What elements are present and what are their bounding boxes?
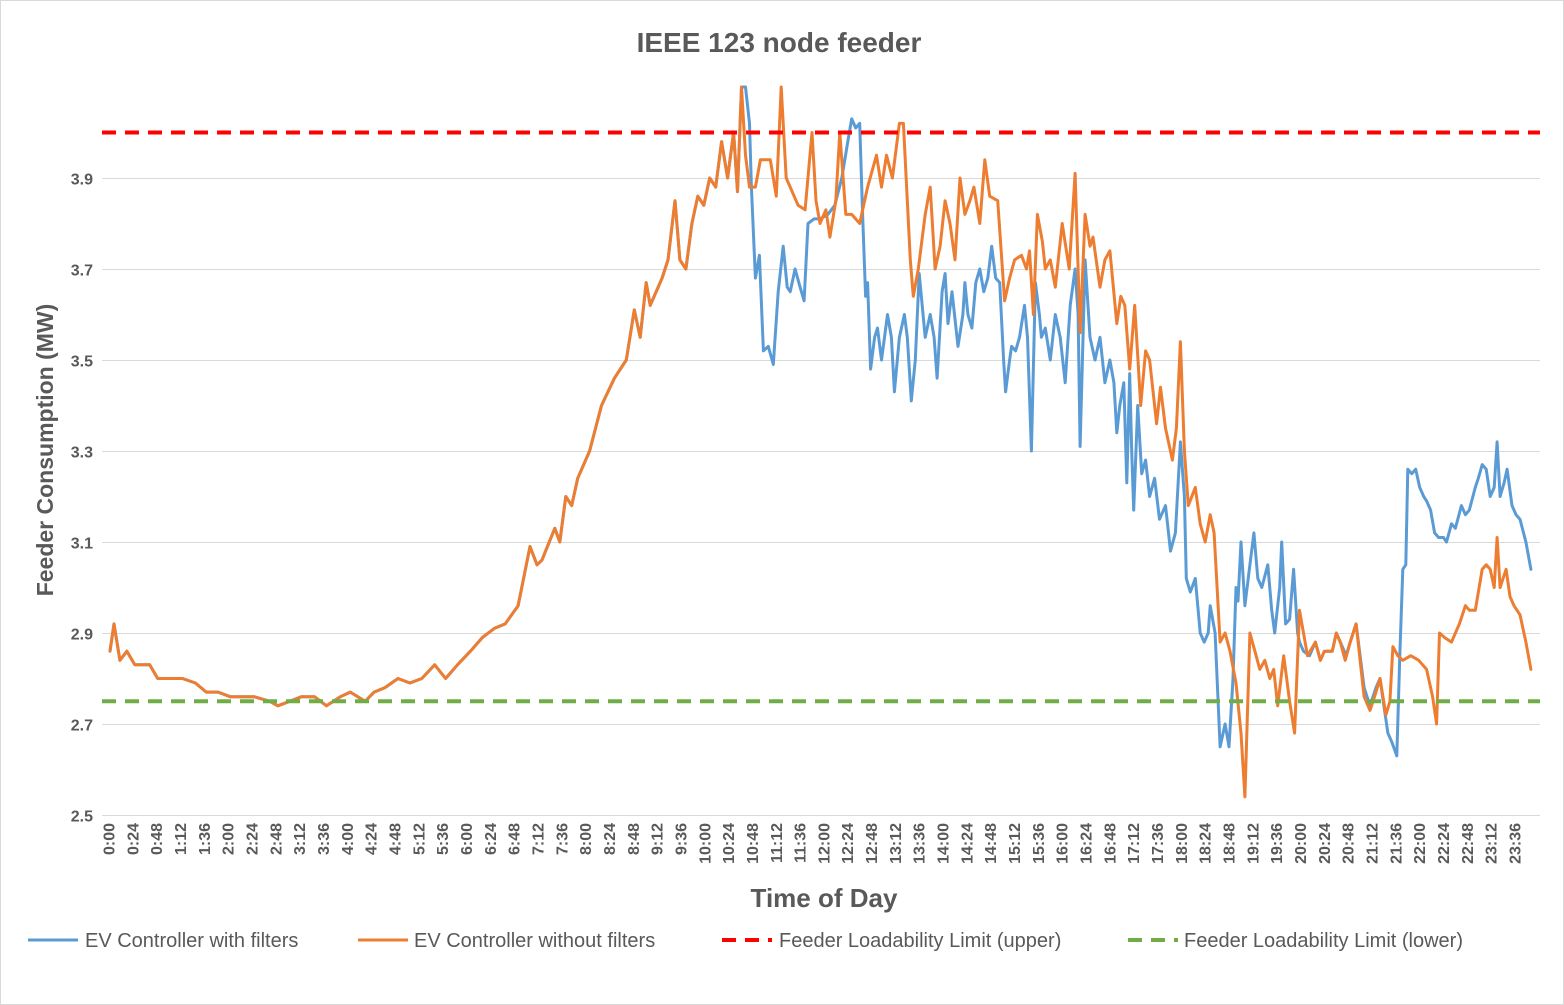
x-tick-label: 22:00 (1412, 823, 1429, 864)
x-tick-label: 8:00 (578, 823, 595, 855)
x-tick-label: 1:36 (197, 823, 214, 855)
plot-series (102, 85, 1540, 799)
x-tick-label: 21:36 (1388, 823, 1405, 864)
y-tick-label: 3.7 (71, 263, 93, 280)
x-tick-label: 9:36 (673, 823, 690, 855)
x-tick-label: 0:48 (149, 823, 166, 855)
legend-item-feeder-loadability-limit-lower: Feeder Loadability Limit (lower) (1128, 930, 1463, 952)
legend-item-ev-controller-with-filters: EV Controller with filters (28, 930, 298, 952)
x-tick-label: 14:00 (936, 823, 953, 864)
series-line-ev-controller-without-filters (108, 85, 1533, 799)
x-tick-label: 5:12 (411, 823, 428, 855)
x-tick-label: 4:00 (340, 823, 357, 855)
x-tick-label: 20:48 (1341, 823, 1358, 864)
x-tick-label: 9:12 (650, 823, 667, 855)
legend: EV Controller with filters EV Controller… (28, 930, 1463, 952)
x-tick-label: 15:12 (1007, 823, 1024, 864)
x-tick-label: 14:24 (959, 823, 976, 864)
x-tick-label: 10:24 (721, 823, 738, 864)
x-tick-label: 20:24 (1317, 823, 1334, 864)
x-tick-label: 8:24 (602, 823, 619, 855)
x-tick-label: 18:48 (1222, 823, 1239, 864)
x-tick-label: 12:24 (840, 823, 857, 864)
x-tick-label: 16:00 (1055, 823, 1072, 864)
x-tick-label: 12:48 (864, 823, 881, 864)
x-tick-label: 13:36 (912, 823, 929, 864)
x-tick-label: 11:36 (793, 823, 810, 863)
x-tick-label: 19:36 (1269, 823, 1286, 864)
x-tick-label: 4:24 (364, 823, 381, 855)
y-tick-label: 3.9 (71, 172, 93, 189)
x-tick-label: 0:00 (102, 823, 119, 855)
x-tick-label: 4:48 (388, 823, 405, 855)
legend-label: Feeder Loadability Limit (upper) (779, 930, 1061, 952)
legend-item-feeder-loadability-limit-upper: Feeder Loadability Limit (upper) (722, 930, 1061, 952)
x-tick-label: 16:24 (1079, 823, 1096, 864)
x-tick-label: 2:00 (221, 823, 238, 855)
x-tick-label: 13:12 (888, 823, 905, 864)
y-tick-label: 3.5 (71, 354, 93, 371)
x-tick-label: 15:36 (1031, 823, 1048, 864)
x-tick-label: 14:48 (983, 823, 1000, 864)
x-tick-label: 6:00 (459, 823, 476, 855)
x-tick-label: 6:24 (483, 823, 500, 855)
y-axis-title: Feeder Consumption (MW) (32, 304, 58, 597)
x-tick-label: 18:24 (1198, 823, 1215, 864)
x-tick-label: 10:48 (745, 823, 762, 864)
x-tick-label: 19:12 (1245, 823, 1262, 864)
x-tick-label: 16:48 (1102, 823, 1119, 864)
x-tick-label: 0:24 (125, 823, 142, 855)
x-tick-label: 7:12 (530, 823, 547, 855)
y-tick-label: 3.1 (71, 536, 93, 553)
x-tick-label: 23:36 (1508, 823, 1525, 864)
x-axis-tick-labels: 0:00 0:24 0:48 1:12 1:36 2:00 2:24 2:48 3:12 3:36… (102, 823, 1525, 864)
x-tick-label: 8:48 (626, 823, 643, 855)
x-tick-label: 7:36 (554, 823, 571, 855)
x-tick-label: 3:12 (292, 823, 309, 855)
legend-label: Feeder Loadability Limit (lower) (1184, 930, 1463, 952)
x-tick-label: 18:00 (1174, 823, 1191, 864)
x-tick-label: 12:00 (816, 823, 833, 864)
x-tick-label: 3:36 (316, 823, 333, 855)
y-tick-label: 3.3 (71, 445, 93, 462)
x-tick-label: 22:24 (1436, 823, 1453, 864)
x-tick-label: 11:12 (769, 823, 786, 863)
x-tick-label: 23:12 (1484, 823, 1501, 864)
x-tick-label: 17:36 (1150, 823, 1167, 864)
chart-title: IEEE 123 node feeder (637, 27, 922, 58)
x-tick-label: 20:00 (1293, 823, 1310, 864)
legend-label: EV Controller with filters (85, 930, 298, 952)
x-tick-label: 10:00 (697, 823, 714, 864)
x-tick-label: 22:48 (1460, 823, 1477, 864)
legend-item-ev-controller-without-filters: EV Controller without filters (358, 930, 655, 952)
x-tick-label: 17:12 (1126, 823, 1143, 864)
y-tick-label: 2.5 (71, 809, 93, 826)
x-tick-label: 6:48 (507, 823, 524, 855)
x-tick-label: 5:36 (435, 823, 452, 855)
x-tick-label: 2:24 (245, 823, 262, 855)
x-axis-title: Time of Day (751, 883, 898, 913)
x-tick-label: 21:12 (1365, 823, 1382, 864)
y-tick-label: 2.9 (71, 627, 93, 644)
x-tick-label: 2:48 (268, 823, 285, 855)
y-tick-label: 2.7 (71, 718, 93, 735)
legend-label: EV Controller without filters (414, 930, 655, 952)
x-tick-label: 1:12 (173, 823, 190, 855)
gridlines (102, 178, 1540, 816)
y-axis-tick-labels: 2.5 2.7 2.9 3.1 3.3 3.5 3.7 3.9 (71, 172, 93, 826)
